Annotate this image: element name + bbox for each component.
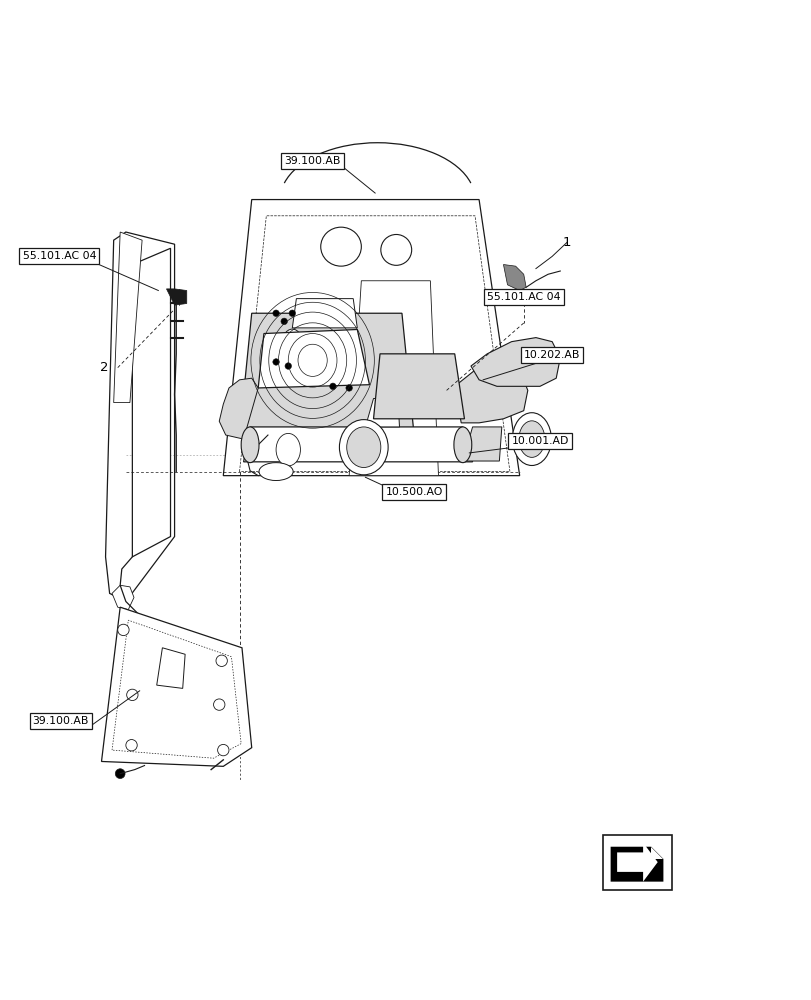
Ellipse shape [518, 421, 544, 457]
Polygon shape [470, 338, 560, 386]
FancyBboxPatch shape [602, 835, 671, 890]
Polygon shape [239, 313, 414, 435]
Ellipse shape [453, 427, 471, 463]
Circle shape [217, 744, 229, 756]
Ellipse shape [339, 420, 388, 475]
Polygon shape [349, 281, 438, 476]
Text: 10.001.AD: 10.001.AD [511, 436, 568, 446]
Polygon shape [610, 847, 663, 882]
Circle shape [118, 624, 129, 636]
Polygon shape [454, 362, 527, 423]
Circle shape [216, 655, 227, 666]
Polygon shape [462, 427, 501, 461]
Polygon shape [503, 265, 526, 291]
Polygon shape [219, 378, 258, 439]
Circle shape [272, 359, 279, 365]
Text: 39.100.AB: 39.100.AB [284, 156, 341, 166]
Polygon shape [650, 847, 663, 859]
Polygon shape [101, 607, 251, 766]
Polygon shape [132, 248, 170, 557]
Text: 55.101.AC 04: 55.101.AC 04 [487, 292, 560, 302]
Circle shape [285, 363, 291, 369]
Circle shape [115, 769, 125, 779]
Circle shape [126, 740, 137, 751]
Text: 10.202.AB: 10.202.AB [523, 350, 580, 360]
Circle shape [345, 385, 352, 391]
Text: 1: 1 [562, 236, 570, 249]
Polygon shape [365, 398, 399, 427]
Polygon shape [114, 232, 142, 403]
Text: 39.100.AB: 39.100.AB [32, 716, 89, 726]
Text: 2: 2 [100, 361, 108, 374]
Polygon shape [373, 354, 464, 419]
Ellipse shape [512, 413, 551, 465]
Circle shape [281, 318, 287, 325]
Circle shape [289, 310, 295, 316]
Polygon shape [258, 329, 369, 388]
Polygon shape [166, 289, 187, 305]
Polygon shape [243, 427, 472, 462]
Circle shape [127, 689, 138, 701]
Polygon shape [223, 200, 519, 476]
Text: 10.500.AO: 10.500.AO [385, 487, 442, 497]
Ellipse shape [380, 234, 411, 265]
Circle shape [213, 699, 225, 710]
Ellipse shape [276, 433, 300, 466]
Circle shape [329, 383, 336, 390]
Ellipse shape [320, 227, 361, 266]
Ellipse shape [241, 427, 259, 463]
Polygon shape [112, 585, 134, 610]
Circle shape [272, 310, 279, 316]
Ellipse shape [346, 427, 380, 468]
Ellipse shape [281, 329, 303, 366]
Polygon shape [616, 843, 657, 882]
Polygon shape [292, 299, 357, 328]
Ellipse shape [259, 463, 293, 481]
Text: 55.101.AC 04: 55.101.AC 04 [23, 251, 96, 261]
